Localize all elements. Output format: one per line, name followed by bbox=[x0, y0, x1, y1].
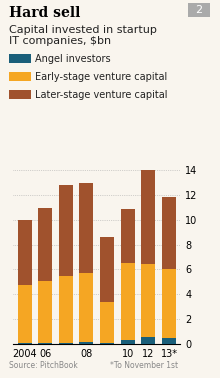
Text: Angel investors: Angel investors bbox=[35, 54, 111, 64]
Text: Capital invested in startup
IT companies, $bn: Capital invested in startup IT companies… bbox=[9, 25, 157, 46]
Bar bbox=[59, 343, 73, 344]
Bar bbox=[141, 264, 155, 337]
Bar bbox=[38, 343, 52, 344]
Bar bbox=[79, 342, 94, 344]
Bar bbox=[79, 183, 94, 273]
Bar bbox=[38, 208, 52, 281]
Bar bbox=[162, 269, 176, 338]
Bar bbox=[121, 263, 135, 340]
Bar bbox=[162, 197, 176, 269]
Bar bbox=[100, 302, 114, 343]
Bar bbox=[121, 209, 135, 263]
Bar bbox=[18, 343, 32, 344]
Bar bbox=[162, 338, 176, 344]
Bar bbox=[141, 337, 155, 344]
Bar bbox=[100, 343, 114, 344]
Text: Source: PitchBook: Source: PitchBook bbox=[9, 361, 77, 370]
Text: Later-stage venture capital: Later-stage venture capital bbox=[35, 90, 168, 100]
Bar bbox=[100, 237, 114, 302]
Bar bbox=[38, 281, 52, 343]
Bar bbox=[59, 276, 73, 343]
Bar bbox=[18, 285, 32, 343]
Text: 2: 2 bbox=[196, 5, 203, 15]
Text: Hard sell: Hard sell bbox=[9, 6, 80, 20]
Bar bbox=[79, 273, 94, 342]
Text: *To November 1st: *To November 1st bbox=[110, 361, 178, 370]
Bar bbox=[121, 340, 135, 344]
Bar bbox=[141, 164, 155, 264]
Bar bbox=[59, 185, 73, 276]
Bar bbox=[18, 220, 32, 285]
Text: Early-stage venture capital: Early-stage venture capital bbox=[35, 72, 167, 82]
